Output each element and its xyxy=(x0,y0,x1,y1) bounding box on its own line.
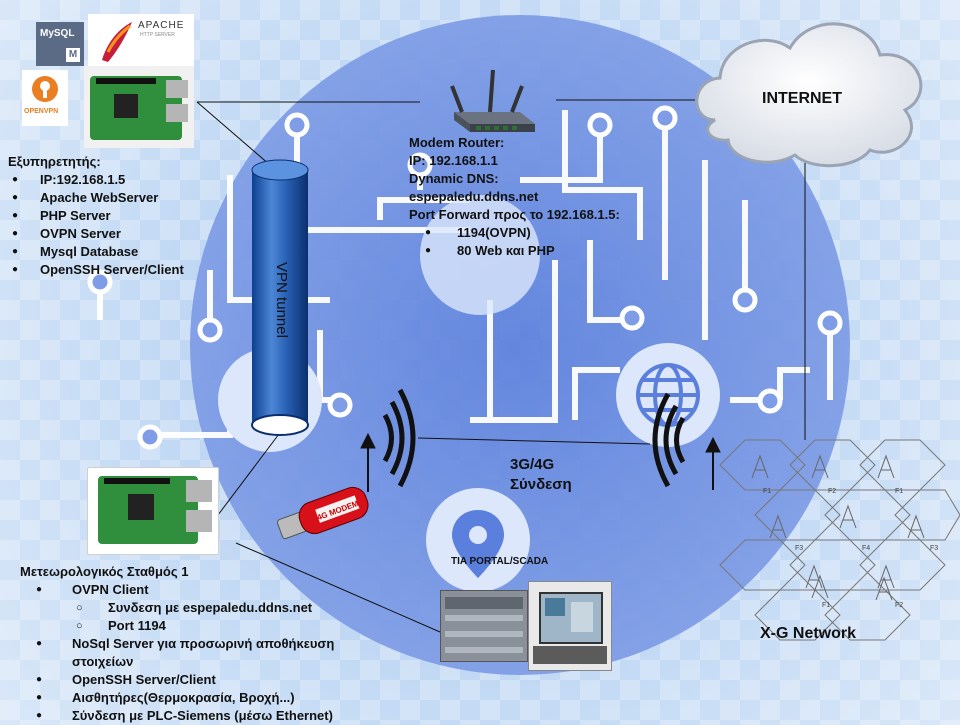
station-sub-item: Port 1194 xyxy=(72,617,420,635)
router-line: Port Forward προς το 192.168.1.5: xyxy=(409,207,620,222)
station-heading: Μετεωρολογικός Σταθμός 1 xyxy=(20,564,189,579)
server-heading: Εξυπηρετητής: xyxy=(8,154,101,169)
mysql-logo-text: MySQL xyxy=(40,28,75,39)
router-port-item: 1194(OVPN) xyxy=(409,224,620,242)
xg-honeycomb xyxy=(719,439,960,641)
openvpn-logo-text: OPENVPN xyxy=(24,108,59,115)
station-item: OpenSSH Server/Client xyxy=(20,671,420,689)
mobile-label-line1: 3G/4G xyxy=(510,456,555,473)
apache-logo-subtext: HTTP SERVER xyxy=(140,32,175,38)
cell-labels: F1 F2 F1 F3 F4 F3 F1 F2 xyxy=(763,488,938,609)
cell-label: F1 xyxy=(763,488,771,495)
mobile-label-line2: Σύνδεση xyxy=(510,476,572,493)
router-info: Modem Router: IP: 192.168.1.1 Dynamic DN… xyxy=(409,134,620,260)
internet-cloud xyxy=(695,22,923,168)
router-line: IP: 192.168.1.1 xyxy=(409,153,498,168)
usb-modem-icon: 4G MODEM xyxy=(276,486,369,540)
station-item: Αισθητήρες(Θερμοκρασία, Βροχή...) xyxy=(20,689,420,707)
hmi-panel-image xyxy=(528,581,612,671)
plc-siemens-image xyxy=(440,590,528,662)
mobile-connection-label: 3G/4G Σύνδεση xyxy=(510,455,572,495)
station-ovpn-label: OVPN Client xyxy=(72,582,149,597)
server-service-list: IP:192.168.1.5 Apache WebServer PHP Serv… xyxy=(8,171,184,279)
server-item: IP:192.168.1.5 xyxy=(8,171,184,189)
server-item: Apache WebServer xyxy=(8,189,184,207)
server-item: OpenSSH Server/Client xyxy=(8,261,184,279)
cell-label: F3 xyxy=(930,545,938,552)
openvpn-keyhole-icon xyxy=(32,76,58,102)
openvpn-logo: OPENVPN xyxy=(22,70,68,126)
apache-logo-text: APACHE xyxy=(138,20,185,31)
raspberry-pi-station-photo xyxy=(87,467,219,555)
router-line: espepaledu.ddns.net xyxy=(409,189,539,204)
server-info: Εξυπηρετητής: IP:192.168.1.5 Apache WebS… xyxy=(8,153,184,279)
cell-tower-icons xyxy=(751,454,925,601)
cell-label: F4 xyxy=(862,545,870,552)
station-sub-item: Συνδεση με espepaledu.ddns.net xyxy=(72,599,420,617)
router-port-list: 1194(OVPN) 80 Web και PHP xyxy=(409,224,620,260)
router-line: Dynamic DNS: xyxy=(409,171,499,186)
server-photo-collage: MySQL M APACHE HTTP SERVER OPENVPN xyxy=(22,14,194,148)
server-item: PHP Server xyxy=(8,207,184,225)
router-icon xyxy=(450,69,535,132)
scada-label: TIA PORTAL/SCADA xyxy=(451,556,549,567)
cell-label: F3 xyxy=(795,545,803,552)
cell-label: F1 xyxy=(822,602,830,609)
circuit-nodes xyxy=(87,105,843,450)
cell-label: F1 xyxy=(895,488,903,495)
xg-network-label: X-G Network xyxy=(760,625,857,642)
internet-label: INTERNET xyxy=(762,90,842,107)
server-item: OVPN Server xyxy=(8,225,184,243)
wireless-antenna-right-icon xyxy=(652,392,721,490)
cell-label: F2 xyxy=(895,602,903,609)
raspberry-pi-server-photo xyxy=(84,66,194,148)
apache-feather-icon xyxy=(102,22,132,62)
vpn-tunnel-label: VPN tunnel xyxy=(273,262,290,338)
station-feature-list: OVPN Client Συνδεση με espepaledu.ddns.n… xyxy=(20,581,420,725)
router-port-item: 80 Web και PHP xyxy=(409,242,620,260)
station-item: NoSql Server για προσωρινή αποθήκευση στ… xyxy=(20,635,392,671)
station-item: Σύνδεση με PLC-Siemens (μέσω Ethernet) xyxy=(20,707,420,725)
location-pin-icon xyxy=(452,510,504,578)
server-item: Mysql Database xyxy=(8,243,184,261)
vpn-tunnel xyxy=(251,159,309,436)
apache-logo: APACHE HTTP SERVER xyxy=(88,14,194,68)
station-ovpn-sublist: Συνδεση με espepaledu.ddns.net Port 1194 xyxy=(72,599,420,635)
cell-label: F2 xyxy=(828,488,836,495)
mysql-logo: MySQL M xyxy=(36,22,84,66)
router-line: Modem Router: xyxy=(409,135,505,150)
wireless-antenna-left-icon xyxy=(360,388,416,492)
station-item: OVPN Client Συνδεση με espepaledu.ddns.n… xyxy=(20,581,420,635)
weather-station-info: Μετεωρολογικός Σταθμός 1 OVPN Client Συν… xyxy=(20,563,420,725)
